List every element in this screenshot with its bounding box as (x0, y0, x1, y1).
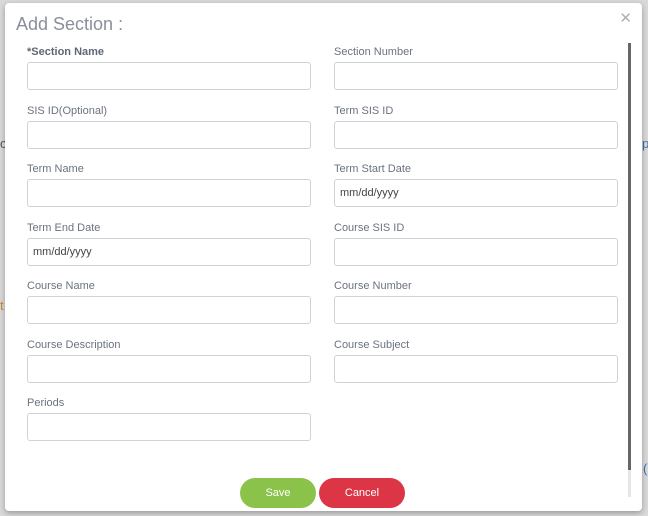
term-end-date-label: Term End Date (27, 221, 101, 234)
term-start-date-input-wrapper: mm/dd/yyyy (334, 179, 618, 207)
course-number-label: Course Number (334, 280, 412, 292)
form-field: Course Subject (334, 338, 618, 383)
close-icon[interactable]: ✕ (619, 10, 632, 27)
scrollbar-thumb[interactable] (628, 43, 631, 470)
form-field: Term End Date mm/dd/yyyy (27, 221, 311, 266)
form-field: Course Number (334, 279, 618, 324)
course-description-input[interactable] (27, 354, 311, 383)
form-field: Course Name (27, 279, 311, 324)
course-description-input-wrapper (27, 354, 311, 383)
add-section-modal: Add Section : ✕ *Section Name Section Num… (5, 3, 642, 511)
background-fragment: ( (643, 461, 648, 476)
course-sis-id-label: Course SIS ID (334, 221, 405, 234)
course-subject-label: Course Subject (334, 338, 410, 351)
form-field: Course SIS ID (334, 221, 618, 266)
section-number-input-wrapper (334, 62, 618, 90)
course-subject-input-wrapper (334, 354, 618, 383)
section-name-label: *Section Name (27, 46, 105, 58)
term-end-date-input-wrapper: mm/dd/yyyy (27, 237, 311, 266)
form-field: Term Start Date mm/dd/yyyy (334, 162, 618, 207)
background-fragment: c (0, 136, 7, 151)
form-field: Term SIS ID (334, 104, 618, 149)
sis-id-optional-label: SIS ID(Optional) (27, 104, 108, 117)
sis-id-optional-input[interactable] (27, 120, 311, 149)
section-number-input[interactable] (334, 62, 618, 90)
save-button[interactable]: Save (240, 478, 316, 508)
course-description-label: Course Description (27, 338, 121, 351)
section-name-input-wrapper (27, 62, 311, 90)
term-end-date-input[interactable] (27, 237, 311, 266)
course-number-input[interactable] (334, 296, 618, 324)
term-name-label: Term Name (27, 163, 84, 175)
background-fragment: t (0, 298, 4, 313)
course-sis-id-input-wrapper (334, 237, 618, 266)
course-sis-id-input[interactable] (334, 237, 618, 266)
course-name-label: Course Name (27, 280, 95, 292)
background-fragment: p (642, 136, 648, 151)
periods-input[interactable] (27, 413, 311, 441)
term-sis-id-input-wrapper (334, 120, 618, 149)
term-start-date-label: Term Start Date (334, 163, 412, 175)
cancel-button[interactable]: Cancel (319, 478, 405, 508)
term-name-input-wrapper (27, 179, 311, 207)
sis-id-optional-input-wrapper (27, 120, 311, 149)
course-name-input-wrapper (27, 296, 311, 324)
form-field: Course Description (27, 338, 311, 383)
modal-title: Add Section : (16, 14, 124, 34)
section-number-label: Section Number (334, 46, 413, 58)
course-number-input-wrapper (334, 296, 618, 324)
form-field: Section Number (334, 45, 618, 90)
form-field: *Section Name (27, 45, 311, 90)
course-subject-input[interactable] (334, 354, 618, 383)
periods-input-wrapper (27, 413, 311, 441)
course-name-input[interactable] (27, 296, 311, 324)
term-start-date-input[interactable] (334, 179, 618, 207)
form-field: Periods (27, 396, 311, 441)
periods-label: Periods (27, 397, 65, 409)
term-sis-id-label: Term SIS ID (334, 104, 394, 117)
form-field: Term Name (27, 162, 311, 207)
term-sis-id-input[interactable] (334, 120, 618, 149)
form-field: SIS ID(Optional) (27, 104, 311, 149)
term-name-input[interactable] (27, 179, 311, 207)
section-name-input[interactable] (27, 62, 311, 90)
